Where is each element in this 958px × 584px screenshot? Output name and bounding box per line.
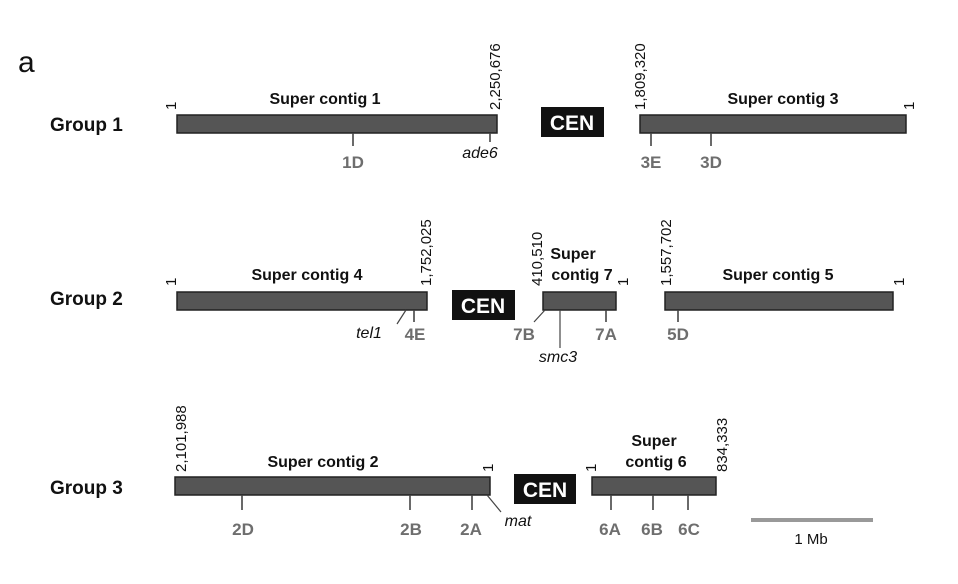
super-contig-4-start-coord: 1 (163, 278, 180, 286)
marker-2b: 2B (400, 520, 422, 539)
super-contig-7-start-coord: 410,510 (529, 232, 546, 286)
super-contig-5-start-coord: 1,557,702 (658, 219, 675, 286)
group-1-row: Group 1 Super contig 1 1 2,250,676 1D ad… (50, 43, 918, 172)
super-contig-6-start-coord: 1 (583, 464, 600, 472)
marker-1d: 1D (342, 153, 364, 172)
super-contig-7-label-line1: Super (550, 246, 595, 263)
marker-7b: 7B (513, 325, 535, 344)
cen-box-3 (514, 474, 576, 504)
tel1-tick (396, 309, 407, 325)
super-contig-3-end-coord: 1 (901, 102, 918, 110)
marker-4e: 4E (405, 325, 426, 344)
super-contig-7-label-line2: contig 7 (551, 267, 612, 284)
group-1-label: Group 1 (50, 115, 123, 136)
super-contig-1-label: Super contig 1 (269, 91, 380, 108)
super-contig-6-label-line2: contig 6 (625, 454, 686, 471)
marker-5d: 5D (667, 325, 689, 344)
marker-6c: 6C (678, 520, 700, 539)
gene-ade6: ade6 (462, 145, 498, 162)
cen-label-1: CEN (550, 112, 594, 135)
super-contig-7-bar (542, 291, 617, 311)
marker-6b: 6B (641, 520, 663, 539)
cen-box-1 (541, 107, 604, 137)
gene-smc3: smc3 (539, 349, 577, 366)
mat-tick (486, 494, 502, 513)
super-contig-6-end-coord: 834,333 (714, 418, 731, 472)
group-2-row: Group 2 Super contig 4 1 1,752,025 tel1 … (50, 219, 908, 366)
marker-3d: 3D (700, 153, 722, 172)
marker-2d: 2D (232, 520, 254, 539)
super-contig-4-bar (176, 291, 428, 311)
marker-6a: 6A (599, 520, 621, 539)
group-3-label: Group 3 (50, 478, 123, 499)
super-contig-1-start-coord: 1 (163, 102, 180, 110)
marker-7b-tick (533, 309, 546, 323)
super-contig-2-start-coord: 2,101,988 (173, 405, 190, 472)
super-contig-7-end-coord: 1 (615, 278, 632, 286)
super-contig-4-end-coord: 1,752,025 (418, 219, 435, 286)
super-contig-2-label: Super contig 2 (267, 454, 378, 471)
super-contig-6-label-line1: Super (631, 433, 676, 450)
super-contig-1-end-coord: 2,250,676 (487, 43, 504, 110)
gene-mat: mat (505, 513, 532, 530)
scale-bar-label: 1 Mb (794, 531, 827, 548)
super-contig-3-label: Super contig 3 (727, 91, 838, 108)
gene-tel1: tel1 (356, 325, 382, 342)
cen-label-2: CEN (461, 295, 505, 318)
cen-box-2 (452, 290, 515, 320)
marker-3e: 3E (641, 153, 662, 172)
group-2-label: Group 2 (50, 289, 123, 310)
super-contig-5-end-coord: 1 (891, 278, 908, 286)
super-contig-2-bar (174, 476, 491, 496)
scale-bar: 1 Mb (751, 518, 873, 548)
panel-label: a (18, 46, 35, 79)
super-contig-3-start-coord: 1,809,320 (632, 43, 649, 110)
super-contig-1-bar (176, 114, 498, 134)
super-contig-3-bar (639, 114, 907, 134)
group-3-row: Group 3 Super contig 2 2,101,988 1 2D 2B… (50, 405, 731, 539)
marker-2a: 2A (460, 520, 482, 539)
super-contig-4-label: Super contig 4 (251, 267, 362, 284)
super-contig-2-end-coord: 1 (480, 464, 497, 472)
cen-label-3: CEN (523, 479, 567, 502)
marker-7a: 7A (595, 325, 617, 344)
super-contig-5-bar (664, 291, 894, 311)
super-contig-6-bar (591, 476, 717, 496)
super-contig-5-label: Super contig 5 (722, 267, 833, 284)
